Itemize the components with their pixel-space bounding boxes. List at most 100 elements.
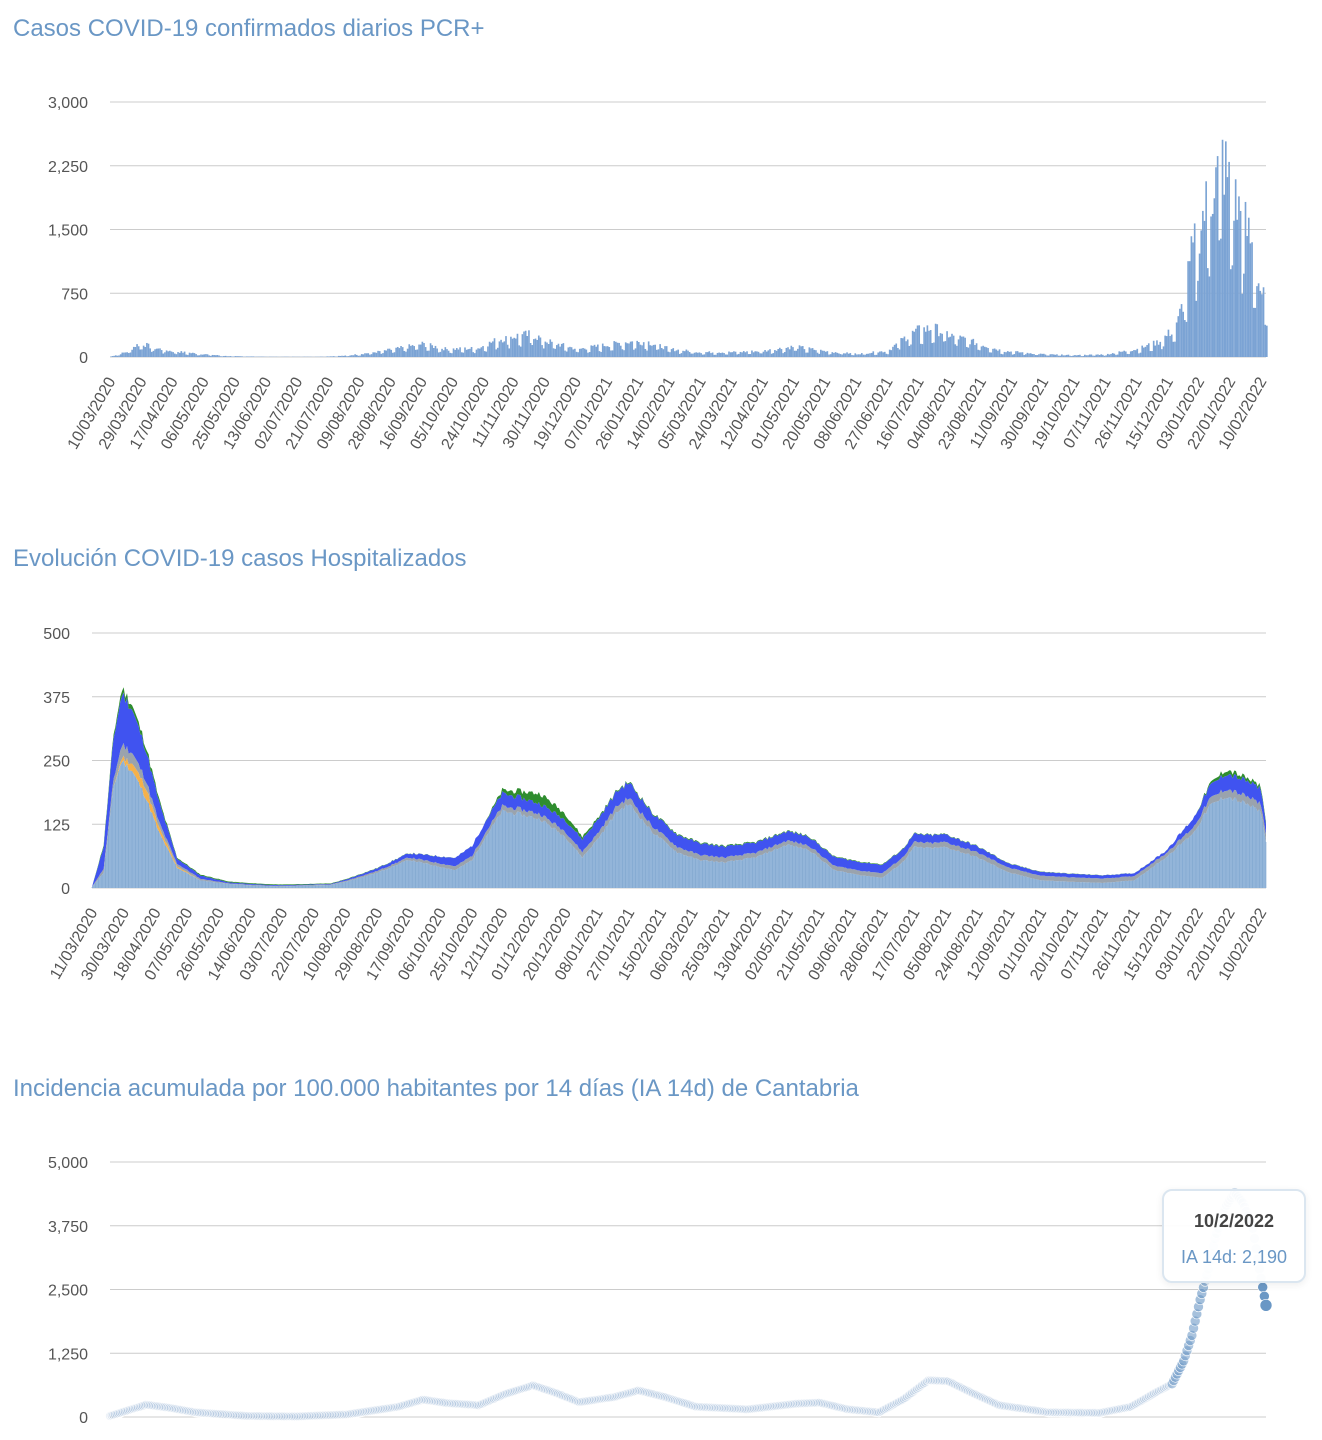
incidence-point[interactable] [898, 1394, 909, 1404]
daily-bar [1165, 336, 1168, 357]
daily-bar [957, 339, 960, 357]
daily-bar [929, 330, 932, 357]
daily-bar [187, 354, 189, 357]
daily-bar [1238, 196, 1240, 357]
daily-bar [173, 353, 176, 357]
daily-bar [1192, 242, 1194, 357]
daily-bar [744, 352, 747, 357]
daily-bar [920, 343, 922, 357]
daily-bar [1005, 352, 1007, 357]
daily-bar [810, 348, 812, 357]
incidence-point[interactable] [1168, 1375, 1180, 1386]
daily-bar [193, 353, 196, 357]
incidence-point[interactable] [907, 1388, 917, 1398]
daily-bar [1075, 355, 1078, 357]
daily-bar [1228, 161, 1230, 357]
daily-bar [1064, 355, 1066, 357]
daily-bar [1002, 354, 1004, 357]
daily-bar [214, 355, 217, 357]
daily-bar [1147, 343, 1150, 357]
daily-bar [1093, 355, 1096, 357]
daily-bar [849, 353, 852, 357]
daily-bar [588, 352, 591, 357]
daily-bar [131, 349, 133, 357]
daily-bar [1069, 355, 1071, 357]
daily-bar [634, 348, 637, 357]
daily-bar [191, 352, 194, 357]
daily-bar [879, 351, 881, 357]
daily-bar [1216, 156, 1219, 357]
incidence-point[interactable] [1166, 1378, 1178, 1390]
daily-bar [557, 343, 560, 357]
daily-bar [847, 353, 850, 357]
daily-bar [249, 356, 252, 357]
daily-bar [167, 351, 170, 357]
daily-bar [934, 323, 937, 357]
incidence-point[interactable] [1257, 1281, 1269, 1293]
daily-bar [114, 355, 117, 357]
daily-bar [1188, 261, 1191, 357]
daily-bar [452, 348, 455, 357]
incidence-point[interactable] [917, 1380, 927, 1391]
daily-bar [572, 349, 575, 357]
daily-bar [1031, 354, 1034, 357]
incidence-point[interactable] [913, 1383, 924, 1393]
daily-bar [1202, 210, 1204, 357]
incidence-point-selected[interactable] [1259, 1299, 1273, 1312]
incidence-point[interactable] [908, 1386, 919, 1397]
daily-bar [231, 356, 233, 357]
daily-bar [680, 353, 683, 357]
daily-bar [1126, 353, 1129, 357]
daily-bar [969, 344, 971, 357]
daily-bar [1013, 354, 1016, 357]
daily-bar [411, 345, 414, 357]
daily-bar [706, 352, 709, 357]
daily-bar [605, 346, 607, 357]
daily-bar [441, 348, 443, 357]
hospitalized-series-area [92, 742, 1266, 887]
daily-bar [836, 352, 839, 357]
incidence-point[interactable] [1171, 1368, 1183, 1380]
daily-bar [421, 341, 424, 357]
daily-bar [677, 349, 679, 357]
y-tick-label: 3,750 [48, 1219, 88, 1236]
daily-bar [431, 345, 434, 357]
y-tick-label: 0 [79, 1410, 88, 1427]
daily-bar [1169, 336, 1171, 357]
daily-bar [1080, 356, 1083, 357]
daily-bar [142, 345, 145, 357]
daily-bar [239, 356, 242, 357]
y-tick-label: 2,500 [48, 1283, 88, 1300]
daily-bar [729, 352, 732, 357]
daily-bar [641, 345, 643, 357]
daily-bar [1208, 276, 1211, 357]
incidence-point[interactable] [910, 1385, 921, 1396]
incidence-point[interactable] [912, 1384, 922, 1394]
daily-bar [923, 327, 925, 357]
incidence-point[interactable] [915, 1381, 925, 1392]
daily-bar [1259, 290, 1262, 357]
incidence-point[interactable] [900, 1393, 911, 1403]
daily-bar [1211, 213, 1214, 357]
daily-bar [401, 347, 404, 357]
daily-bar [1229, 269, 1232, 357]
daily-bar [1006, 351, 1009, 357]
daily-bar [342, 355, 345, 357]
incidence-point[interactable] [903, 1390, 914, 1401]
daily-bar [587, 352, 589, 357]
daily-bar [629, 341, 632, 357]
incidence-point[interactable] [905, 1389, 916, 1399]
daily-bar [683, 351, 686, 357]
daily-bar [465, 349, 468, 357]
incidence-point[interactable] [1170, 1371, 1181, 1383]
daily-bar [564, 350, 566, 357]
daily-bar [1197, 280, 1199, 357]
daily-bar [1095, 354, 1098, 357]
daily-bar [574, 348, 576, 357]
daily-bar [746, 351, 748, 357]
daily-bar [992, 348, 994, 357]
daily-bar [829, 354, 832, 357]
incidence-point[interactable] [902, 1391, 912, 1402]
daily-bar [690, 353, 693, 357]
